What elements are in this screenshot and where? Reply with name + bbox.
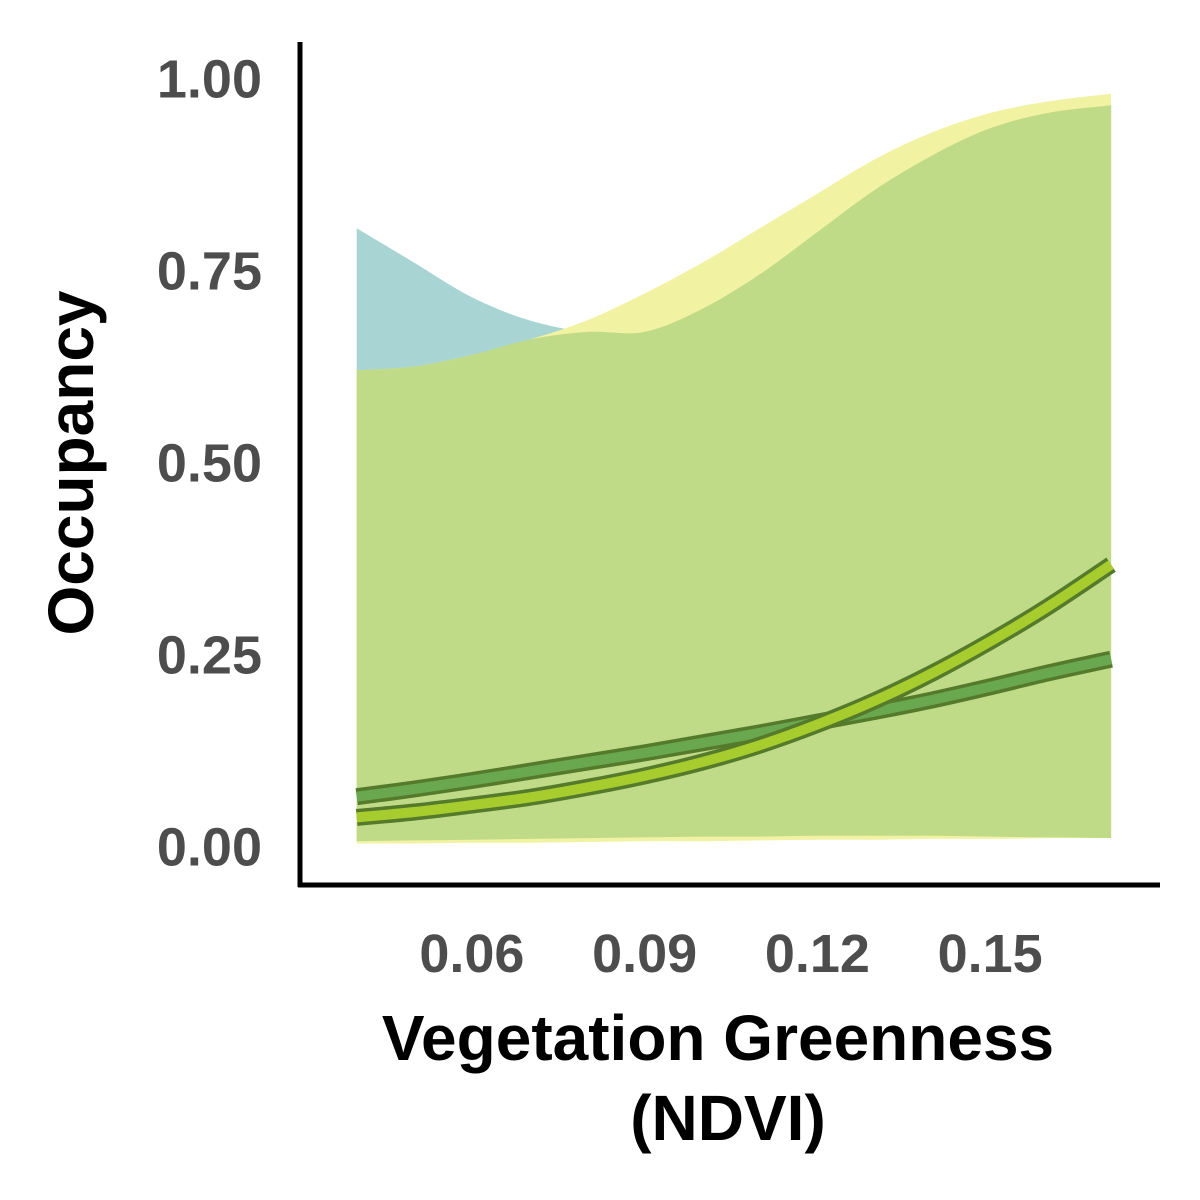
y-axis-title: Occupancy <box>35 290 107 635</box>
y-tick-label: 0.00 <box>157 818 262 878</box>
x-tick-label: 0.15 <box>938 924 1043 984</box>
band-overlap <box>356 105 1112 842</box>
line-teal-series <box>355 650 1113 806</box>
line-teal-series-core <box>356 654 1113 802</box>
y-tick-label: 0.25 <box>157 626 262 686</box>
confidence-bands <box>356 93 1112 844</box>
y-tick-label: 0.75 <box>157 241 262 301</box>
x-axis-title-line2: (NDVI) <box>630 1082 826 1154</box>
x-tick-labels: 0.06 0.09 0.12 0.15 <box>419 924 1042 984</box>
line-yellow-series <box>355 557 1116 826</box>
x-tick-label: 0.12 <box>765 924 870 984</box>
x-axis-title-line1: Vegetation Greenness <box>382 1002 1054 1074</box>
y-tick-label: 1.00 <box>157 49 262 109</box>
line-yellow-series-core <box>356 560 1114 823</box>
y-tick-label: 0.50 <box>157 434 262 494</box>
x-tick-label: 0.09 <box>592 924 697 984</box>
x-tick-label: 0.06 <box>419 924 524 984</box>
y-tick-labels: 0.00 0.25 0.50 0.75 1.00 <box>157 49 262 877</box>
fitted-lines <box>355 557 1116 826</box>
